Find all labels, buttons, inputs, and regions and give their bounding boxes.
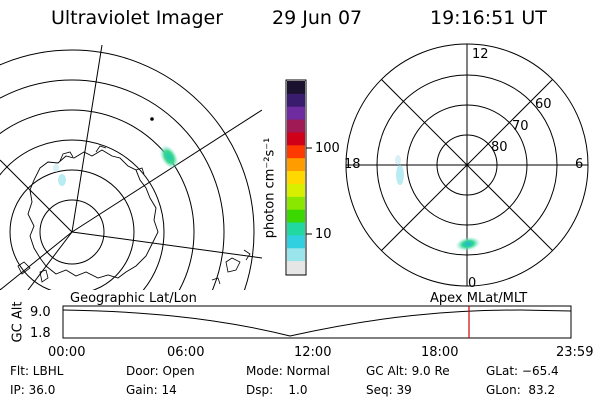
timeline-tick-1800: 18:00 <box>421 345 459 360</box>
colorbar-stripe <box>287 132 305 146</box>
timeline-tick-0000: 00:00 <box>48 345 86 360</box>
mlt-label-12: 12 <box>472 47 489 62</box>
timeline-tick-1200: 12:00 <box>294 345 332 360</box>
colorbar-stripe <box>287 81 305 95</box>
colorbar-stripe <box>287 196 305 211</box>
lat-label-60: 60 <box>535 97 552 112</box>
apex-label: Apex MLat/MLT <box>430 291 528 306</box>
colorbar-stripe <box>287 158 305 172</box>
colorbar-stripe <box>287 119 305 133</box>
colorbar-stripe <box>287 261 305 275</box>
latitude-circles <box>0 49 255 290</box>
colorbar-stripe <box>287 171 305 185</box>
timeline-y-top: 9.0 <box>30 305 51 320</box>
time-label: 19:16:51 UT <box>430 7 547 29</box>
longitude-lines <box>0 45 262 290</box>
instrument-title: Ultraviolet Imager <box>51 7 224 29</box>
timeline-tick-2359: 23:59 <box>556 345 594 360</box>
polar-mlt-plot <box>345 43 589 287</box>
status-mode: Mode: Normal <box>246 364 330 378</box>
altitude-curve <box>62 309 572 337</box>
colorbar <box>285 79 307 276</box>
map-aurora-blob <box>159 145 179 169</box>
timeline-tick-0600: 06:00 <box>167 345 205 360</box>
status-gc-alt: GC Alt: 9.0 Re <box>366 364 450 378</box>
geographic-map <box>0 45 262 290</box>
status-glat: GLat: −65.4 <box>486 364 559 378</box>
status-gain: Gain: 14 <box>126 383 177 397</box>
polar-aurora-blob <box>455 236 481 252</box>
colorbar-stripe <box>287 183 305 198</box>
timeline-y-bottom: 1.8 <box>30 326 51 341</box>
colorbar-stripe <box>287 145 305 159</box>
status-dsp: Dsp: 1.0 <box>246 383 308 397</box>
status-door: Door: Open <box>126 364 195 378</box>
colorbar-stripe <box>287 222 305 236</box>
colorbar-stripe <box>287 235 305 249</box>
status-flt: Flt: LBHL <box>10 364 64 378</box>
colorbar-stripe <box>287 93 305 108</box>
colorbar-unit-label: photon cm⁻²s⁻¹ <box>262 137 278 239</box>
mlt-label-0: 0 <box>468 276 477 291</box>
colorbar-fill <box>287 81 305 275</box>
colorbar-tick-10: 10 <box>315 227 332 242</box>
timeline-ylabel: GC Alt <box>10 301 26 343</box>
altitude-timeline <box>62 305 572 339</box>
status-glon: GLon: 83.2 <box>486 383 556 397</box>
mlt-label-18: 18 <box>344 157 361 172</box>
colorbar-stripe <box>287 248 305 262</box>
status-ip: IP: 36.0 <box>10 383 56 397</box>
antarctica-coastline <box>27 149 159 279</box>
lat-label-70: 70 <box>512 119 529 134</box>
geographic-label: Geographic Lat/Lon <box>70 291 197 306</box>
date-label: 29 Jun 07 <box>272 7 363 29</box>
colorbar-tick-100: 100 <box>315 141 340 156</box>
colorbar-stripe <box>287 209 305 224</box>
mlt-label-6: 6 <box>575 157 584 172</box>
status-seq: Seq: 39 <box>366 383 412 397</box>
lat-label-80: 80 <box>491 140 508 155</box>
colorbar-stripe <box>287 106 305 121</box>
